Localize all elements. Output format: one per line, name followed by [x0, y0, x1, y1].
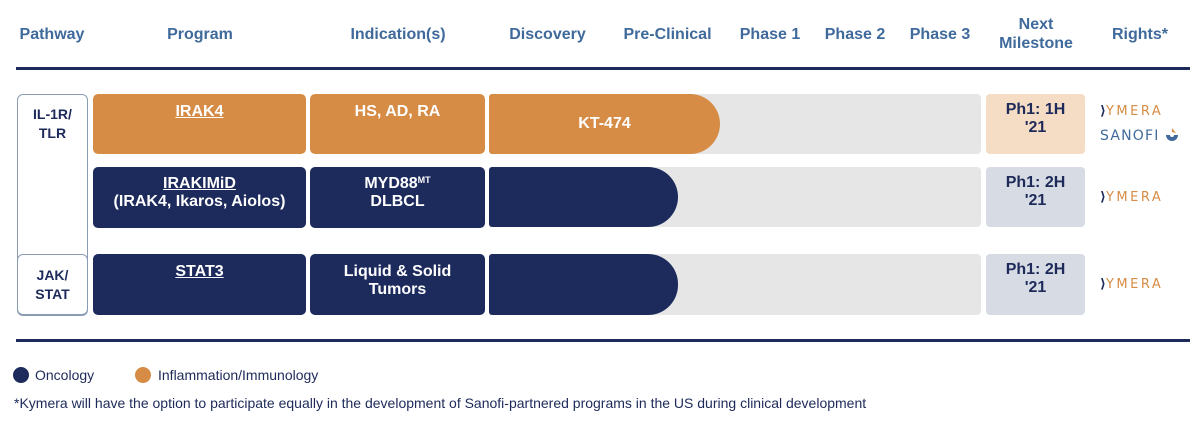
bar-label: KT-474	[578, 115, 631, 132]
header-rights: Rights*	[1112, 25, 1168, 43]
indication-line1: Liquid & Solid	[343, 263, 452, 280]
kymera-logo: ⟩ YMERA	[1100, 104, 1180, 119]
milestone-line2: '21	[1024, 192, 1047, 209]
milestone-stat3: Ph1: 2H '21	[986, 254, 1085, 315]
header-pathway: Pathway	[19, 25, 85, 43]
indication-irak4: HS, AD, RA	[310, 94, 485, 154]
bottom-rule	[16, 339, 1190, 342]
header-discovery: Discovery	[509, 25, 586, 43]
progress-bar-stat3	[489, 254, 678, 315]
milestone-line2: '21	[1024, 279, 1047, 296]
indication-line2: DLBCL	[370, 193, 425, 210]
indication-stat3: Liquid & Solid Tumors	[310, 254, 485, 315]
milestone-line1: Ph1: 2H	[1005, 261, 1066, 278]
header-phase2: Phase 2	[824, 25, 886, 43]
header-indications: Indication(s)	[350, 25, 446, 43]
header-next-milestone: Next Milestone	[999, 16, 1073, 52]
kymera-logo: ⟩ YMERA	[1100, 277, 1180, 292]
pathway-jak-stat: JAK/ STAT	[17, 254, 88, 315]
kymera-mark-icon: ⟩	[1100, 104, 1106, 119]
milestone-line1: Ph1: 2H	[1005, 174, 1066, 191]
legend-inflammation-dot	[135, 367, 151, 383]
kymera-mark-icon: ⟩	[1100, 277, 1106, 292]
kymera-mark-icon: ⟩	[1100, 190, 1106, 205]
kymera-wordmark: YMERA	[1105, 104, 1164, 119]
program-link[interactable]: IRAK4	[175, 103, 224, 120]
kymera-wordmark: YMERA	[1105, 190, 1164, 205]
milestone-line1: Ph1: 1H	[1005, 101, 1066, 118]
legend-inflammation-label: Inflammation/Immunology	[158, 367, 319, 383]
progress-bar-irakimid	[489, 167, 678, 227]
pathway-label: JAK/ STAT	[35, 266, 70, 302]
indication-irakimid: MYD88MT DLBCL	[310, 167, 485, 228]
indication-sup: MT	[417, 175, 431, 185]
progress-bar-kt474: KT-474	[489, 94, 720, 154]
program-link[interactable]: STAT3	[175, 263, 224, 280]
top-rule	[16, 67, 1190, 70]
indication-line2: Tumors	[368, 281, 427, 298]
milestone-line2: '21	[1024, 119, 1047, 136]
sanofi-bird-icon	[1164, 126, 1180, 146]
legend-oncology-dot	[13, 367, 29, 383]
program-subtitle: (IRAK4, Ikaros, Aiolos)	[113, 193, 286, 210]
indication-gene: MYD88	[364, 175, 418, 192]
legend-oncology-label: Oncology	[35, 367, 95, 383]
header-preclinical: Pre-Clinical	[623, 25, 712, 43]
kymera-wordmark: YMERA	[1105, 277, 1164, 292]
sanofi-logo: SANOFI	[1100, 126, 1180, 146]
sanofi-wordmark: SANOFI	[1100, 128, 1160, 144]
footnote: *Kymera will have the option to particip…	[14, 395, 867, 411]
header-phase3: Phase 3	[909, 25, 971, 43]
program-stat3[interactable]: STAT3	[93, 254, 306, 315]
milestone-irakimid: Ph1: 2H '21	[986, 167, 1085, 227]
header-phase1: Phase 1	[739, 25, 801, 43]
indication-text: HS, AD, RA	[354, 103, 441, 120]
milestone-irak4: Ph1: 1H '21	[986, 94, 1085, 154]
program-irakimid[interactable]: IRAKIMiD (IRAK4, Ikaros, Aiolos)	[93, 167, 306, 228]
program-link[interactable]: IRAKIMiD	[163, 175, 236, 192]
indication-line1: MYD88MT	[364, 175, 430, 193]
pathway-label: IL-1R/ TLR	[33, 106, 72, 141]
kymera-logo: ⟩ YMERA	[1100, 190, 1180, 205]
program-irak4[interactable]: IRAK4	[93, 94, 306, 154]
header-program: Program	[167, 25, 233, 43]
